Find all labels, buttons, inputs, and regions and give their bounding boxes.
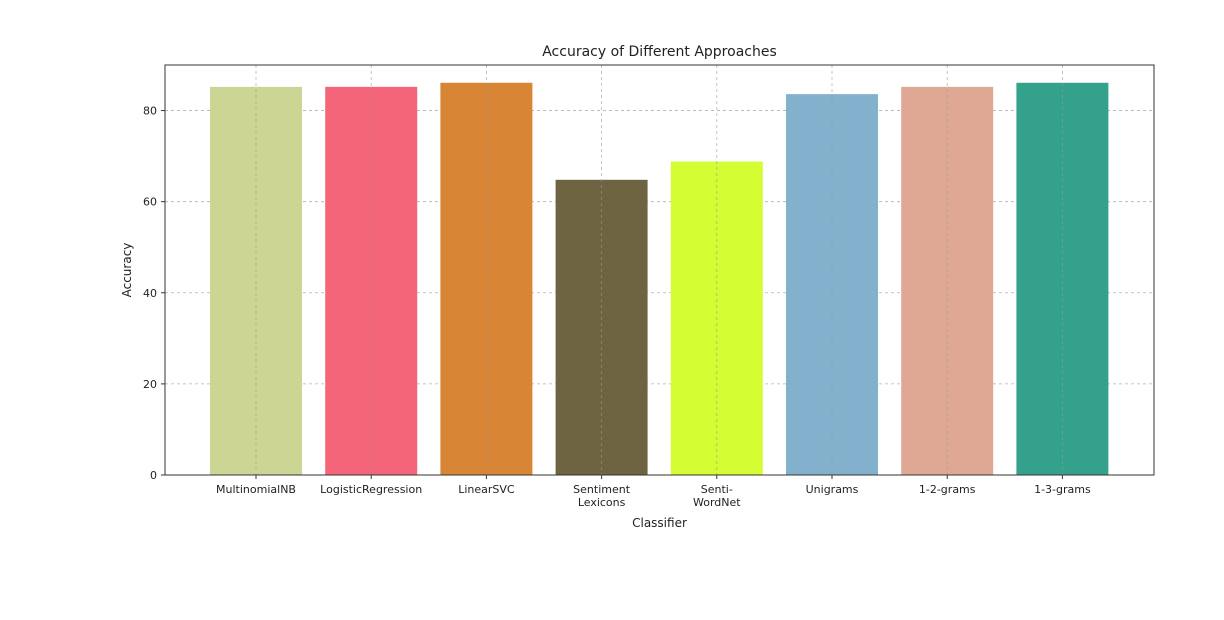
x-axis-title: Classifier (632, 516, 687, 530)
y-tick-label: 0 (150, 469, 157, 482)
y-tick-label: 20 (143, 378, 157, 391)
bar (1016, 82, 1109, 476)
x-tick-label: Senti-WordNet (693, 483, 741, 509)
x-tick-label: Sentiment Lexicons (573, 483, 631, 509)
grid-layer (165, 110, 1154, 476)
x-axis: MultinomialNB LogisticRegression LinearSVC… (216, 475, 1091, 509)
x-tick-label: 1-3-grams (1034, 483, 1091, 496)
plot-frame (164, 64, 1155, 476)
x-tick-label: Unigrams (806, 483, 859, 496)
x-tick-label: LinearSVC (458, 483, 515, 496)
y-tick-label: 80 (143, 105, 157, 118)
x-tick-label: 1-2-grams (919, 483, 976, 496)
y-axis: 0 20 40 60 80 (143, 105, 165, 482)
y-axis-title: Accuracy (120, 243, 134, 298)
chart-title: Accuracy of Different Approaches (542, 44, 777, 60)
bar (555, 179, 648, 476)
x-tick-label: MultinomialNB (216, 483, 296, 496)
x-tick-label: LogisticRegression (320, 483, 422, 496)
y-tick-label: 40 (143, 287, 157, 300)
bar (440, 82, 533, 476)
bars-layer (210, 82, 1109, 476)
y-tick-label: 60 (143, 196, 157, 209)
x-grid-layer (255, 65, 1063, 475)
